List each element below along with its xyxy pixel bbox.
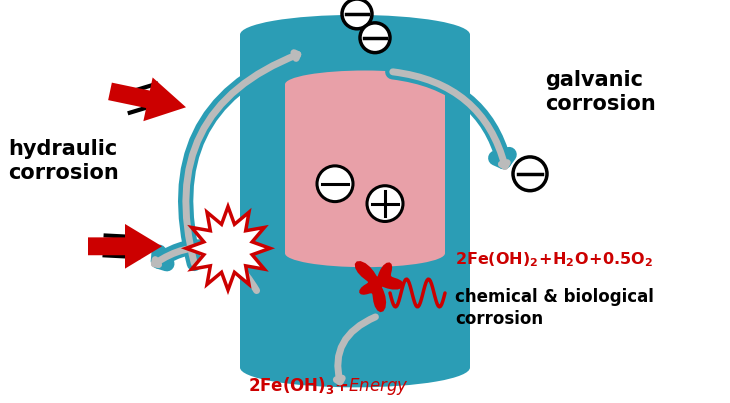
Text: $\mathbf{2Fe(OH)_3}$$\mathbf{+}$$\mathit{Energy}$: $\mathbf{2Fe(OH)_3}$$\mathbf{+}$$\mathit… <box>248 376 409 397</box>
Circle shape <box>342 0 372 29</box>
Polygon shape <box>88 224 162 269</box>
Bar <box>285 84 445 253</box>
Circle shape <box>367 186 403 222</box>
Polygon shape <box>355 261 404 312</box>
Ellipse shape <box>285 239 445 267</box>
Polygon shape <box>108 77 186 121</box>
Text: chemical & biological
corrosion: chemical & biological corrosion <box>455 288 654 328</box>
Text: hydraulic
corrosion: hydraulic corrosion <box>8 139 119 183</box>
Bar <box>240 35 470 368</box>
Ellipse shape <box>240 348 470 387</box>
Polygon shape <box>186 207 270 290</box>
Text: galvanic
corrosion: galvanic corrosion <box>545 70 656 114</box>
Circle shape <box>513 157 547 191</box>
Ellipse shape <box>240 15 470 55</box>
Circle shape <box>360 23 390 53</box>
Ellipse shape <box>285 71 445 98</box>
Circle shape <box>317 166 353 202</box>
Text: $\mathbf{2Fe(OH)_2\!+\!H_2O\!+\!0.5O_2}$: $\mathbf{2Fe(OH)_2\!+\!H_2O\!+\!0.5O_2}$ <box>455 250 653 269</box>
